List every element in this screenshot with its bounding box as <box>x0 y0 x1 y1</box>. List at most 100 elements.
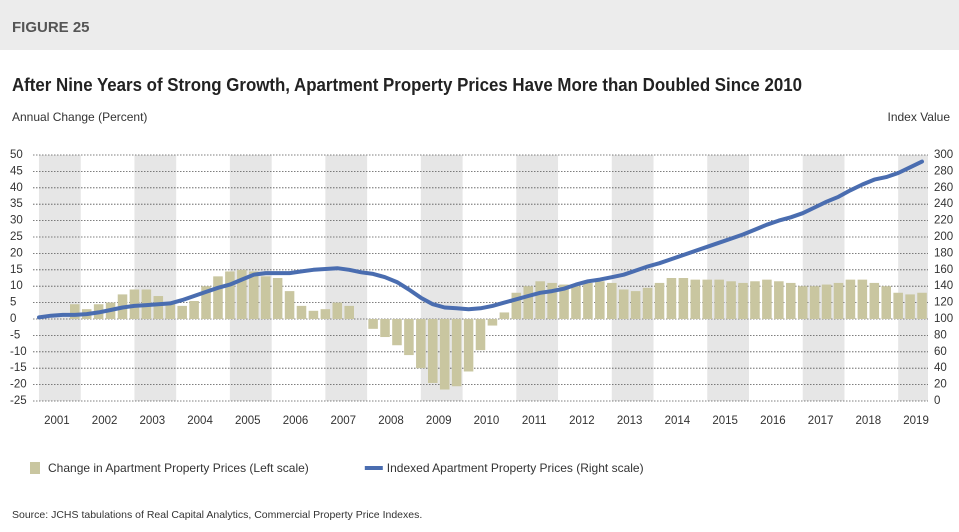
y-tick-label: 15 <box>10 264 23 276</box>
x-tick-label: 2015 <box>712 415 738 427</box>
y2-tick-label: 300 <box>934 149 953 161</box>
y2-tick-label: 200 <box>934 231 953 243</box>
y-tick-label: 5 <box>10 297 16 309</box>
index-line <box>37 159 924 320</box>
legend-label: Indexed Apartment Property Prices (Right… <box>387 461 644 475</box>
year-shade <box>325 155 368 401</box>
x-tick-label: 2006 <box>283 415 309 427</box>
bar <box>416 319 426 369</box>
y2-tick-label: 100 <box>934 313 953 325</box>
y2-tick-label: 260 <box>934 182 953 194</box>
figure-label: FIGURE 25 <box>12 19 90 36</box>
year-shade <box>516 155 559 401</box>
y-tick-label: -15 <box>10 362 27 374</box>
year-shade <box>898 155 928 401</box>
bar <box>320 309 331 319</box>
x-tick-label: 2005 <box>235 415 261 427</box>
header-band <box>0 0 959 50</box>
y2-tick-label: 120 <box>934 297 953 309</box>
y-tick-label: -10 <box>10 346 27 358</box>
bar <box>296 305 307 319</box>
bar <box>547 282 557 319</box>
bar <box>260 276 271 319</box>
x-tick-label: 2019 <box>903 415 929 427</box>
bar <box>821 284 832 319</box>
y-tick-label: 40 <box>10 182 23 194</box>
y-tick-label: 0 <box>10 313 16 325</box>
bar <box>499 312 510 319</box>
x-tick-label: 2013 <box>617 415 643 427</box>
bar <box>439 319 450 390</box>
bar <box>463 319 474 372</box>
bar <box>606 282 617 319</box>
bar <box>487 319 498 326</box>
bar <box>308 310 319 319</box>
bar <box>189 300 199 319</box>
chart-title: After Nine Years of Strong Growth, Apart… <box>12 75 802 95</box>
y-tick-label: -5 <box>10 329 20 341</box>
bar <box>583 282 593 319</box>
bar <box>750 281 760 319</box>
bar <box>642 287 653 319</box>
bar <box>237 269 247 319</box>
bar <box>451 319 462 387</box>
bar <box>177 305 187 319</box>
bar <box>511 292 522 319</box>
grid <box>33 154 928 402</box>
bar <box>571 286 581 319</box>
bar <box>523 286 534 319</box>
bar <box>153 296 164 319</box>
y2-tick-label: 20 <box>934 379 947 391</box>
y2-tick-label: 280 <box>934 165 953 177</box>
bar <box>475 319 486 351</box>
bar <box>702 279 713 319</box>
year-shade <box>611 155 654 401</box>
bar <box>595 281 605 319</box>
y2-tick-label: 240 <box>934 198 953 210</box>
y-tick-label: 25 <box>10 231 23 243</box>
bar <box>69 304 80 319</box>
bar <box>678 278 689 319</box>
bar <box>869 282 880 319</box>
y-axis-label: Annual Change (Percent) <box>12 110 147 124</box>
x-tick-label: 2014 <box>665 415 691 427</box>
x-tick-label: 2004 <box>187 415 213 427</box>
bars <box>69 269 927 390</box>
year-shade <box>802 155 845 401</box>
bar <box>344 305 355 319</box>
x-tick-label: 2016 <box>760 415 786 427</box>
year-shade <box>38 155 81 401</box>
y-tick-label: -20 <box>10 379 27 391</box>
shading <box>38 155 928 401</box>
year-shade <box>134 155 177 401</box>
x-tick-label: 2011 <box>522 415 547 427</box>
x-tick-label: 2009 <box>426 415 452 427</box>
bar <box>714 279 724 319</box>
bar <box>272 278 283 319</box>
bar <box>630 291 641 319</box>
bar <box>845 279 856 319</box>
legend-label: Change in Apartment Property Prices (Lef… <box>48 461 309 475</box>
bar <box>559 284 569 319</box>
bar <box>857 279 868 319</box>
x-tick-label: 2017 <box>808 415 834 427</box>
y-tick-label: 20 <box>10 247 23 259</box>
x-tick-label: 2007 <box>330 415 356 427</box>
x-tick-label: 2001 <box>44 415 70 427</box>
bar <box>726 281 736 319</box>
y-tick-label: 30 <box>10 215 23 227</box>
bar <box>248 271 259 319</box>
y-tick-label: 10 <box>10 280 23 292</box>
y-tick-label: 35 <box>10 198 23 210</box>
x-tick-label: 2012 <box>569 415 595 427</box>
bar <box>165 302 176 319</box>
bar <box>427 319 438 383</box>
bar <box>774 281 784 319</box>
y2-tick-label: 60 <box>934 346 947 358</box>
bar <box>762 279 772 319</box>
source-note: Source: JCHS tabulations of Real Capital… <box>12 509 422 521</box>
y2-tick-label: 80 <box>934 329 947 341</box>
y-tick-label: -25 <box>10 395 27 407</box>
